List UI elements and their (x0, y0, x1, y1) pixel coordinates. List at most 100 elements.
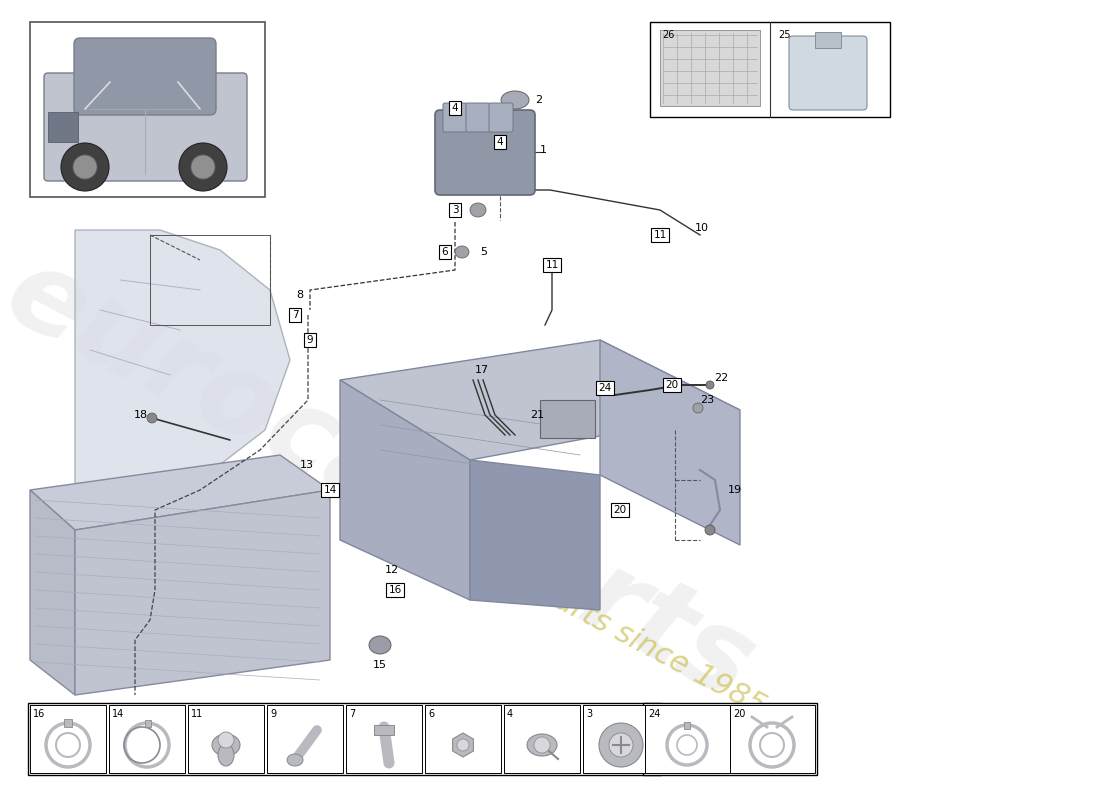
Text: 4: 4 (507, 709, 513, 719)
Text: 20: 20 (733, 709, 746, 719)
Text: 7: 7 (292, 310, 298, 320)
Bar (28, 703, 661, 775)
Text: 14: 14 (323, 485, 337, 495)
Text: 6: 6 (442, 247, 449, 257)
Bar (145, 720, 151, 727)
Bar (374, 725, 394, 735)
Circle shape (705, 525, 715, 535)
Text: 15: 15 (373, 660, 387, 670)
Bar (644, 703, 817, 775)
Circle shape (60, 143, 109, 191)
FancyBboxPatch shape (44, 73, 248, 181)
Text: 7: 7 (349, 709, 355, 719)
Text: 25: 25 (778, 30, 791, 40)
Text: 4: 4 (452, 103, 459, 113)
Text: 3: 3 (586, 709, 592, 719)
Circle shape (179, 143, 227, 191)
Circle shape (456, 739, 469, 751)
Text: 24: 24 (648, 709, 660, 719)
Polygon shape (30, 490, 75, 695)
Text: 19: 19 (728, 485, 743, 495)
Text: 21: 21 (530, 410, 544, 420)
Bar (583, 705, 659, 773)
Text: 10: 10 (695, 223, 710, 233)
Text: 11: 11 (191, 709, 204, 719)
Text: 16: 16 (388, 585, 401, 595)
Text: 20: 20 (666, 380, 679, 390)
Text: 9: 9 (307, 335, 314, 345)
Polygon shape (452, 733, 473, 757)
Text: 11: 11 (546, 260, 559, 270)
Circle shape (147, 413, 157, 423)
Circle shape (600, 723, 643, 767)
Ellipse shape (218, 744, 234, 766)
FancyBboxPatch shape (74, 38, 216, 115)
Bar (109, 705, 185, 773)
Polygon shape (470, 460, 600, 610)
Bar (30, 22, 265, 197)
Ellipse shape (500, 91, 529, 109)
Bar (650, 22, 890, 117)
Text: 5: 5 (480, 247, 487, 257)
FancyBboxPatch shape (434, 110, 535, 195)
Bar (188, 705, 264, 773)
Bar (504, 705, 580, 773)
Ellipse shape (527, 734, 557, 756)
Circle shape (218, 732, 234, 748)
Polygon shape (340, 380, 470, 600)
Ellipse shape (212, 734, 240, 756)
Circle shape (693, 403, 703, 413)
FancyBboxPatch shape (466, 103, 490, 132)
Text: eurocarparts: eurocarparts (0, 236, 772, 724)
Bar (48, 112, 78, 142)
Circle shape (706, 381, 714, 389)
Text: 13: 13 (300, 460, 313, 470)
Bar (815, 32, 842, 48)
Text: 16: 16 (33, 709, 45, 719)
Polygon shape (75, 490, 330, 695)
Bar (30, 705, 106, 773)
FancyBboxPatch shape (490, 103, 513, 132)
Ellipse shape (368, 636, 390, 654)
Text: 12: 12 (385, 565, 399, 575)
Text: 20: 20 (614, 505, 627, 515)
Text: a passion for parts since 1985: a passion for parts since 1985 (350, 479, 770, 721)
Text: 3: 3 (452, 205, 459, 215)
Text: 22: 22 (714, 373, 728, 383)
Ellipse shape (287, 754, 303, 766)
Text: 26: 26 (662, 30, 674, 40)
Bar (730, 705, 815, 773)
Ellipse shape (455, 246, 469, 258)
FancyBboxPatch shape (443, 103, 468, 132)
Text: 11: 11 (653, 230, 667, 240)
Bar (425, 705, 500, 773)
Bar (150, 235, 270, 325)
Text: 23: 23 (700, 395, 714, 405)
Text: 18: 18 (134, 410, 148, 420)
Text: 24: 24 (598, 383, 612, 393)
Bar (660, 30, 760, 106)
Text: 8: 8 (296, 290, 304, 300)
Polygon shape (30, 455, 330, 530)
Bar (64, 719, 72, 727)
Circle shape (73, 155, 97, 179)
Text: 6: 6 (428, 709, 435, 719)
Ellipse shape (470, 203, 486, 217)
Circle shape (609, 733, 632, 757)
Text: 1: 1 (540, 145, 547, 155)
Circle shape (191, 155, 214, 179)
Polygon shape (75, 230, 290, 490)
Bar (684, 722, 690, 729)
Circle shape (534, 737, 550, 753)
Polygon shape (600, 340, 740, 545)
Bar (267, 705, 343, 773)
Bar (645, 705, 730, 773)
Text: 2: 2 (535, 95, 542, 105)
Text: 9: 9 (270, 709, 276, 719)
Polygon shape (340, 340, 740, 460)
Bar (346, 705, 422, 773)
Bar (540, 400, 595, 438)
Text: 17: 17 (475, 365, 490, 375)
Text: 14: 14 (112, 709, 124, 719)
FancyBboxPatch shape (789, 36, 867, 110)
